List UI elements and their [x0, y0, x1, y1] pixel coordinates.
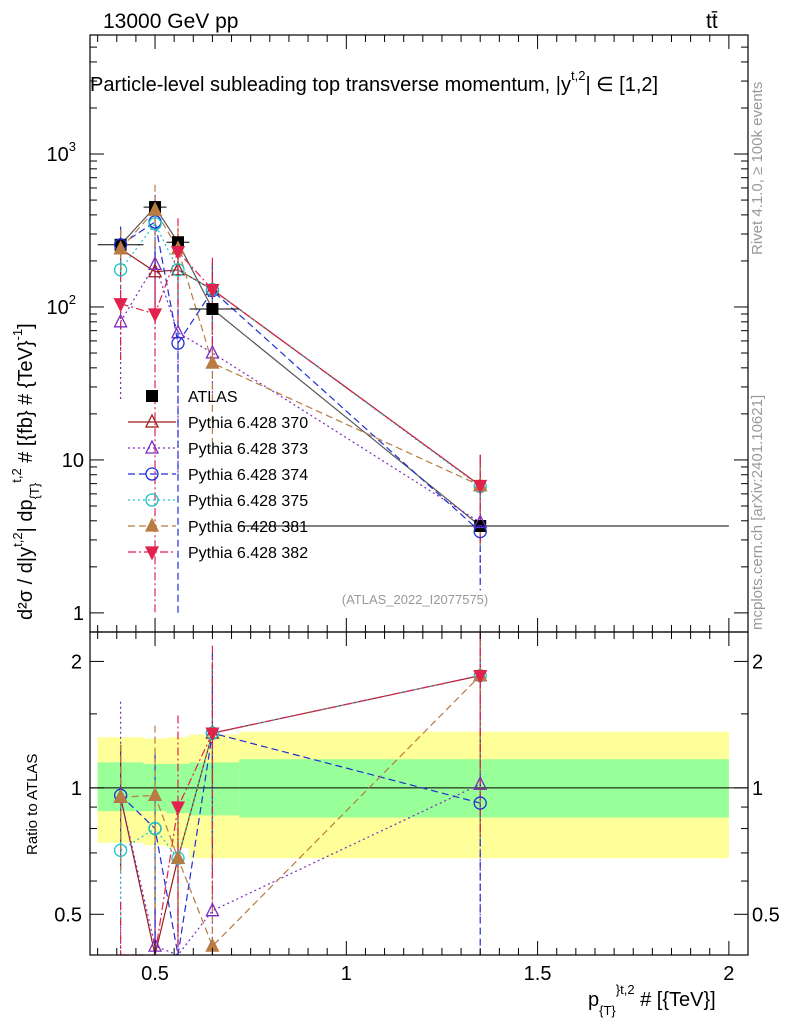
x-tick-label: 1 — [341, 963, 352, 985]
y-ratio-tick-label: 1 — [71, 778, 82, 800]
legend-marker-pythia-6-428-375 — [145, 493, 159, 507]
process-label: tt̄ — [706, 10, 718, 33]
side-label-bottom: mcplots.cern.ch [arXiv:2401.10621] — [749, 395, 766, 630]
marker-main-pythia-6-428-370 — [170, 261, 186, 276]
x-label-sup: } — [616, 982, 621, 997]
legend-label-pythia-6-428-374: Pythia 6.428 374 — [188, 467, 308, 484]
series-line-main-pythia-6-428-381 — [120, 209, 481, 487]
legend-marker-pythia-6-428-370 — [144, 413, 160, 428]
y-main-label-sup1: t,2 — [10, 532, 25, 546]
x-tick-label: 1.5 — [524, 963, 552, 985]
legend-label-pythia-6-428-375: Pythia 6.428 375 — [188, 493, 308, 510]
legend-marker-pythia-6-428-382 — [144, 546, 160, 561]
x-label-p: p — [588, 989, 599, 1011]
marker-main-pythia-6-428-375 — [171, 263, 185, 277]
marker-main-pythia-6-428-382 — [170, 246, 186, 261]
y-ratio-label: Ratio to ATLAS — [24, 754, 41, 855]
x-tick-label: 2 — [723, 963, 734, 985]
y-main-tick-label: 1 — [73, 603, 84, 625]
series-line-ratio-pythia-6-428-373 — [120, 783, 481, 956]
x-label-sup2: t,2 — [620, 982, 634, 997]
plot-title-tail: | ∈ [1,2] — [585, 74, 658, 96]
ratio-panel-frame — [89, 631, 749, 956]
y-main-label-sup3: -1 — [10, 329, 25, 341]
marker-main-pythia-6-428-375 — [148, 217, 162, 231]
y-main-label-tail: # [{fb} # {TeV} — [15, 340, 37, 468]
y-main-label-a: d²σ / d|y — [15, 547, 37, 620]
marker-main-pythia-6-428-373 — [147, 255, 163, 270]
y-main-tick-label: 10 — [62, 450, 84, 472]
plot-title: Particle-level subleading top transverse… — [90, 68, 658, 96]
marker-main-pythia-6-428-382 — [147, 308, 163, 323]
energy-label: 13000 GeV pp — [103, 10, 238, 33]
marker-ratio-pythia-6-428-374 — [473, 796, 487, 810]
legend-label-pythia-6-428-381: Pythia 6.428 381 — [188, 519, 308, 536]
band-inner — [239, 759, 729, 818]
y-ratio-tick-label-right: 2 — [752, 651, 763, 673]
y-ratio-tick-label: 2 — [71, 651, 82, 673]
legend-marker-atlas — [146, 390, 158, 402]
side-label-top: Rivet 4.1.0, ≥ 100k events — [749, 82, 766, 255]
marker-main-pythia-6-428-370 — [147, 263, 163, 278]
error-bars — [97, 184, 729, 955]
marker-main-pythia-6-428-381 — [113, 240, 128, 255]
marker-main-pythia-6-428-374 — [473, 524, 487, 539]
legend-marker-pythia-6-428-374 — [145, 467, 159, 481]
marker-ratio-pythia-6-428-381 — [147, 786, 163, 801]
y-ratio-tick-label-right: 0.5 — [752, 904, 780, 926]
y-ratio-tick-label: 0.5 — [54, 904, 82, 926]
marker-main-pythia-6-428-374 — [171, 336, 185, 350]
marker-main-pythia-6-428-375 — [113, 263, 128, 277]
legend-label-pythia-6-428-382: Pythia 6.428 382 — [188, 545, 308, 562]
y-main-label-mid: | dp — [15, 499, 37, 532]
marker-ratio-pythia-6-428-373 — [473, 775, 488, 790]
y-main-label: d²σ / d|yt,2| dp{T}t,2 # [{fb} # {TeV}-1… — [9, 323, 42, 620]
watermark: (ATLAS_2022_I2077575) — [342, 592, 488, 607]
marker-ratio-pythia-6-428-381 — [170, 849, 186, 864]
series-line-main-pythia-6-428-374 — [120, 220, 481, 533]
marker-ratio-pythia-6-428-382 — [205, 727, 220, 742]
main-panel-frame — [89, 34, 749, 633]
y-main-label-close: ] — [15, 323, 37, 329]
marker-main-atlas — [206, 303, 219, 316]
legend-marker-pythia-6-428-373 — [144, 439, 160, 454]
y-main-tick-label: 103 — [47, 139, 76, 166]
marker-main-pythia-6-428-381 — [205, 354, 220, 369]
legend-label-atlas: ATLAS — [188, 389, 238, 406]
y-main-tick-label: 102 — [47, 292, 76, 319]
marker-main-pythia-6-428-382 — [113, 298, 128, 313]
marker-main-pythia-6-428-382 — [205, 283, 220, 299]
x-label-sub: {T} — [599, 1003, 616, 1018]
plot-title-main: Particle-level subleading top transverse… — [90, 74, 571, 96]
band-inner — [189, 762, 240, 816]
plot-title-sup: t,2 — [571, 68, 585, 83]
y-ratio-tick-label-right: 1 — [752, 778, 763, 800]
marker-main-pythia-6-428-382 — [473, 479, 488, 495]
marker-ratio-pythia-6-428-382 — [473, 669, 488, 685]
legend: ATLAS Pythia 6.428 370 Pythia 6.428 373 Pyt… — [128, 389, 308, 562]
y-main-label-sub: {T} — [27, 482, 42, 499]
x-tick-label: 0.5 — [141, 963, 169, 985]
legend-marker-pythia-6-428-381 — [144, 517, 160, 532]
marker-main-pythia-6-428-373 — [473, 514, 488, 529]
legend-label-pythia-6-428-373: Pythia 6.428 373 — [188, 441, 308, 458]
marker-ratio-pythia-6-428-381 — [113, 788, 128, 803]
legend-label-pythia-6-428-370: Pythia 6.428 370 — [188, 415, 308, 432]
marker-ratio-pythia-6-428-375 — [113, 843, 128, 857]
uncertainty-bands — [90, 731, 748, 859]
marker-main-pythia-6-428-381 — [147, 201, 163, 216]
marker-ratio-pythia-6-428-375 — [148, 821, 162, 836]
x-label-tail: # [{TeV}] — [635, 989, 716, 1011]
marker-main-pythia-6-428-373 — [113, 313, 128, 328]
y-main-label-sup2: t,2 — [9, 468, 24, 482]
series-markers — [113, 201, 488, 952]
marker-ratio-pythia-6-428-382 — [170, 801, 186, 816]
marker-ratio-pythia-6-428-373 — [205, 902, 220, 917]
band-inner — [166, 763, 190, 814]
x-axis-label: p{T}}t,2 # [{TeV}] — [588, 982, 716, 1018]
axis-ticks: 1 10 102 103 0.5 0.5 1 1 2 2 0.5 1 1.5 2 — [47, 34, 780, 985]
